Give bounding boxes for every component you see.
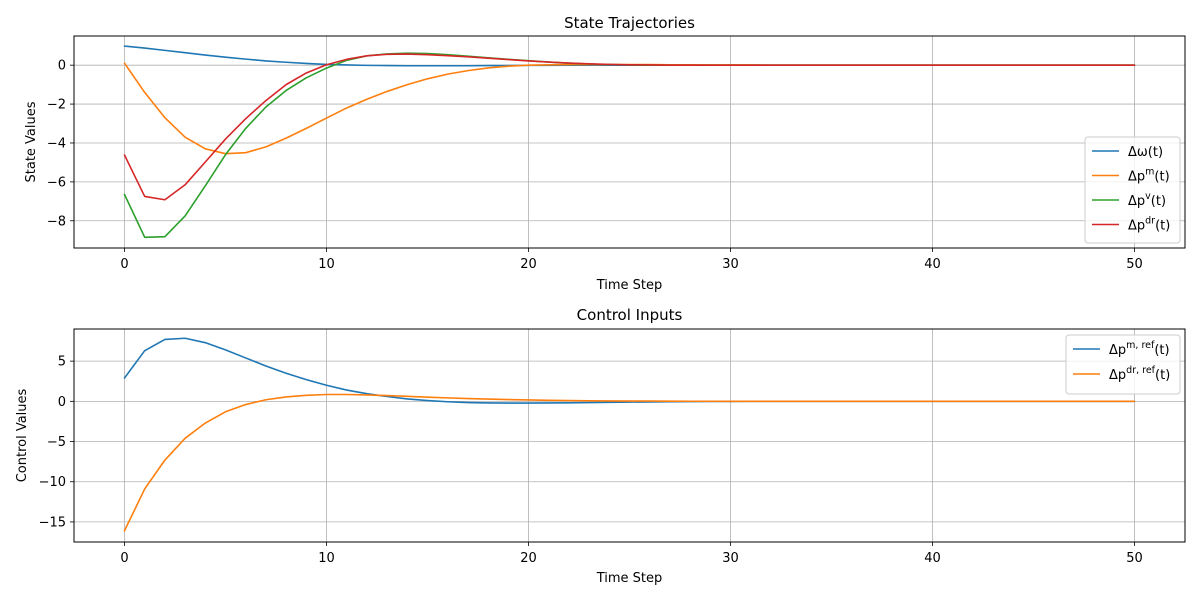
state-trajectories-chart: 0 10 20 30 40 50 −8 −6 −4 −2 0 State Trajectories Ti… [24,14,1186,293]
series-line-0 [123,45,1136,67]
legend-label-1: Δpdr, ref(t) [1109,365,1170,383]
y-tick-label: −6 [47,175,66,190]
chart-title: Control Inputs [577,306,683,324]
series-line-0 [123,337,1136,404]
legend-label-superscript: v [1145,191,1151,202]
series-line-1 [123,62,1136,155]
y-tick-label: 0 [58,59,66,74]
y-axis-label: Control Values [15,388,30,482]
x-tick-label: 40 [924,551,941,566]
legend-label-1: Δpm(t) [1128,167,1170,185]
legend-label-base: Δp [1128,194,1145,209]
chart-title: State Trajectories [564,14,695,32]
legend-label-superscript: m, ref [1126,340,1155,351]
y-tick-label: −15 [39,515,66,530]
x-tick-label: 30 [722,257,739,272]
x-tick-label: 30 [722,551,739,566]
legend-label-arg: (t) [1154,170,1169,185]
x-tick-label: 20 [520,257,537,272]
legend: Δω(t)Δpm(t)Δpv(t)Δpdr(t) [1084,136,1181,244]
y-tick-label: −2 [47,98,66,113]
y-tick-label: −8 [47,214,66,229]
legend-label-superscript: dr, ref [1126,365,1156,376]
series-line-2 [123,52,1136,239]
x-tick-label: 50 [1126,257,1143,272]
legend-label-base: Δp [1128,219,1145,234]
y-tick-label: −4 [47,136,66,151]
series-line-1 [123,393,1136,532]
y-axis-label: State Values [24,101,39,182]
y-tick-label: −5 [47,435,66,450]
x-tick-label: 50 [1126,551,1143,566]
x-tick-label: 0 [120,257,128,272]
legend-label-arg: (t) [1155,219,1170,234]
legend-label-3: Δpdr(t) [1128,216,1170,234]
legend-label-arg: (t) [1154,343,1169,358]
legend-label-2: Δpv(t) [1128,191,1166,209]
legend-label-base: Δp [1109,368,1126,383]
legend-label-0: Δω(t) [1128,145,1163,160]
legend-label-superscript: dr [1145,216,1155,227]
legend-label-base: Δω(t) [1128,145,1163,160]
legend-label-arg: (t) [1155,368,1170,383]
y-tick-label: 0 [58,395,66,410]
y-tick-label: 5 [58,355,66,370]
x-tick-label: 10 [318,257,335,272]
plot-frame [73,35,1186,249]
legend-label-superscript: m [1145,167,1154,178]
x-tick-label: 20 [520,551,537,566]
legend-label-0: Δpm, ref(t) [1109,340,1170,358]
legend-label-base: Δp [1128,170,1145,185]
legend-label-arg: (t) [1151,194,1166,209]
x-tick-label: 0 [120,551,128,566]
x-axis-label: Time Step [596,278,663,293]
x-axis-label: Time Step [596,571,663,586]
legend: Δpm, ref(t)Δpdr, ref(t) [1065,334,1181,395]
series-line-3 [123,53,1136,201]
x-tick-label: 10 [318,551,335,566]
legend-label-base: Δp [1109,343,1126,358]
x-tick-label: 40 [924,257,941,272]
control-inputs-chart: 0 10 20 30 40 50 −15 −10 −5 0 5 Control Inputs Time … [15,306,1186,586]
plot-frame [73,328,1186,543]
legend-frame [1084,136,1181,244]
y-tick-label: −10 [39,475,66,490]
